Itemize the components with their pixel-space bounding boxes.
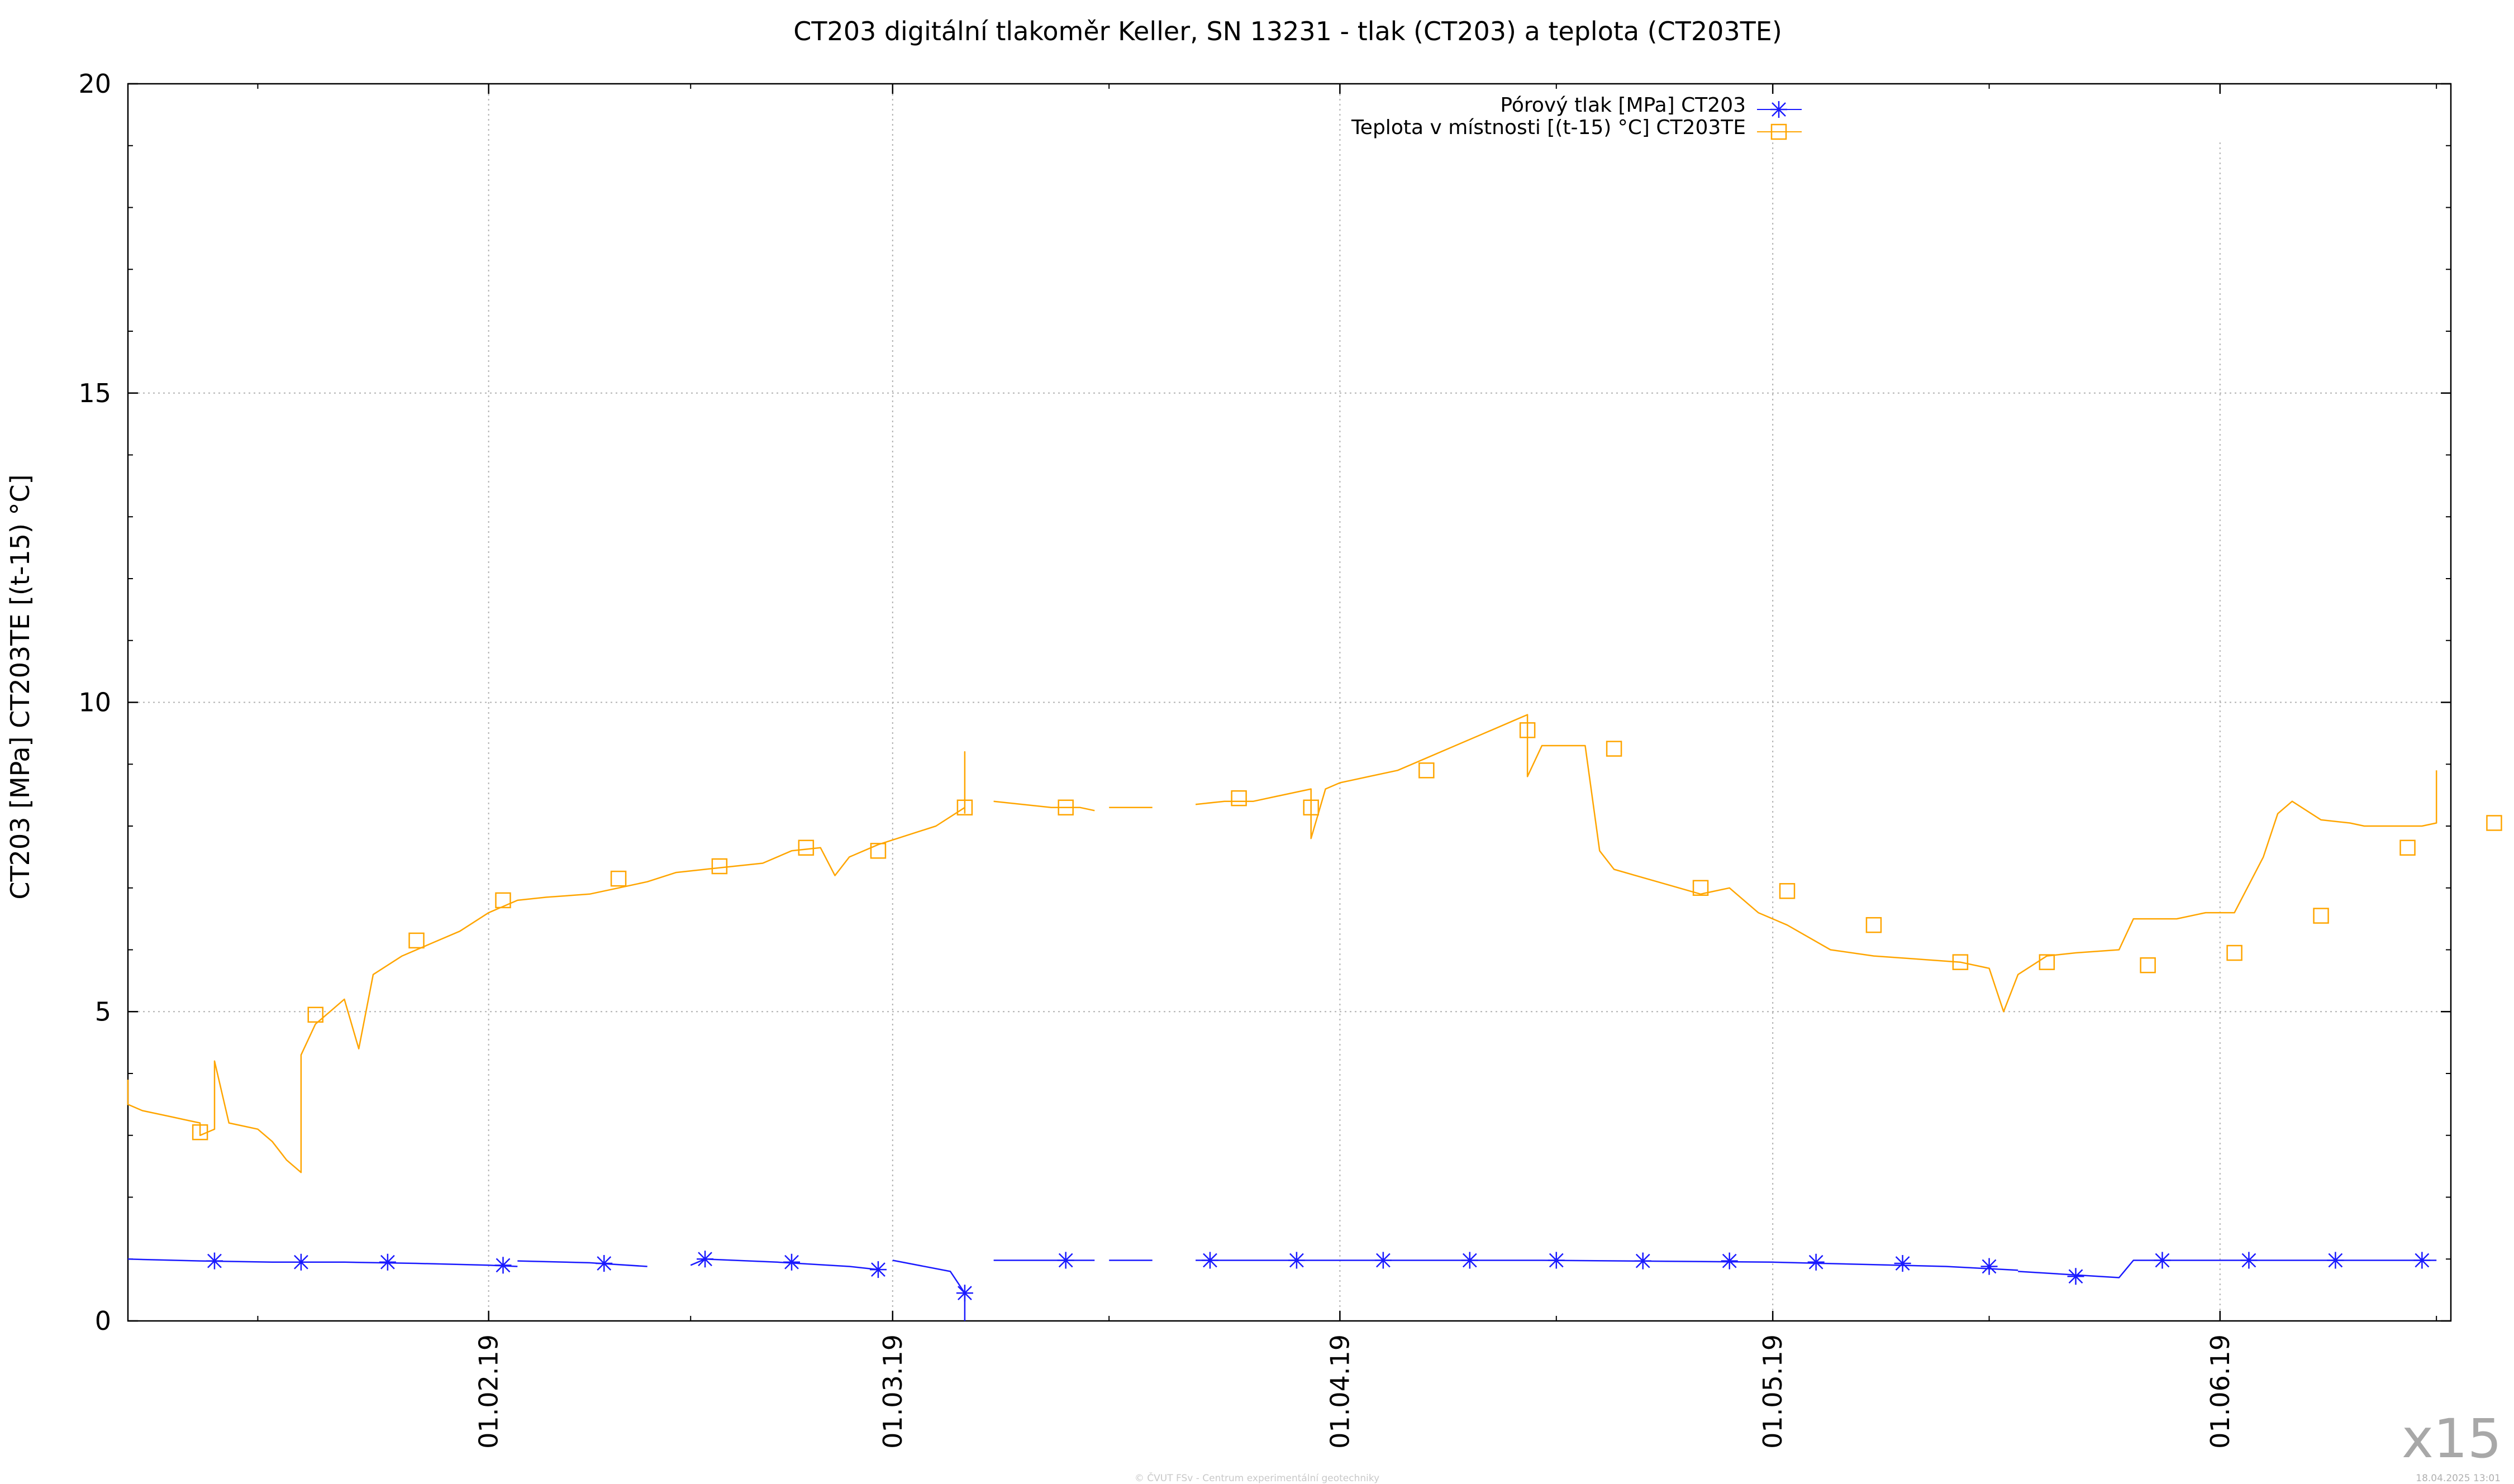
y-tick-label: 15 bbox=[78, 378, 111, 408]
point-pressure bbox=[1980, 1258, 1998, 1275]
point-temperature bbox=[2486, 815, 2502, 831]
point-pressure bbox=[2413, 1252, 2431, 1269]
footer-timestamp: 18.04.2025 13:01 bbox=[2416, 1473, 2501, 1484]
point-temperature bbox=[1606, 741, 1622, 757]
point-pressure bbox=[1721, 1252, 1738, 1270]
zoom-indicator: x15 bbox=[2402, 1407, 2502, 1470]
point-pressure bbox=[494, 1257, 512, 1274]
point-temperature bbox=[1779, 883, 1796, 899]
chart-title: CT203 digitální tlakoměr Keller, SN 1323… bbox=[793, 16, 1782, 46]
point-pressure bbox=[596, 1255, 613, 1272]
series-line-temperature bbox=[1195, 714, 2437, 1013]
legend-marker-temperature bbox=[1770, 123, 1787, 140]
y-axis-label: CT203 [MPa] CT203TE [(t-15) °C] bbox=[5, 474, 35, 899]
y-tick-label: 20 bbox=[78, 69, 111, 99]
x-tick-label: 01.06.19 bbox=[2205, 1334, 2235, 1449]
point-pressure bbox=[1634, 1252, 1651, 1270]
point-temperature bbox=[1303, 799, 1319, 816]
point-temperature bbox=[2313, 908, 2329, 924]
x-tick-label: 01.03.19 bbox=[878, 1334, 908, 1449]
point-pressure bbox=[2240, 1252, 2258, 1269]
legend-marker-pressure bbox=[1770, 101, 1787, 118]
point-temperature bbox=[1692, 880, 1709, 896]
grid-lines bbox=[128, 84, 2451, 1321]
point-pressure bbox=[1057, 1252, 1074, 1269]
point-pressure bbox=[2067, 1268, 2084, 1285]
point-pressure bbox=[2154, 1252, 2171, 1269]
point-temperature bbox=[1865, 917, 1882, 933]
series-line-temperature bbox=[127, 751, 966, 1173]
y-tick-label: 0 bbox=[95, 1306, 111, 1336]
legend-label-pressure: Pórový tlak [MPa] CT203 bbox=[1500, 94, 1746, 117]
point-pressure bbox=[1548, 1252, 1565, 1269]
point-pressure bbox=[292, 1253, 310, 1271]
series-layer bbox=[127, 714, 2502, 1321]
x-tick-label: 01.02.19 bbox=[474, 1334, 504, 1449]
point-temperature bbox=[1231, 790, 1247, 807]
point-pressure bbox=[869, 1261, 887, 1278]
point-temperature bbox=[610, 870, 627, 887]
series-line-pressure bbox=[1196, 1259, 2018, 1271]
point-pressure bbox=[1894, 1255, 1911, 1272]
y-tick-label: 5 bbox=[95, 996, 111, 1027]
legend: Pórový tlak [MPa] CT203 Teplota v místno… bbox=[1351, 94, 1802, 140]
point-temperature bbox=[711, 858, 728, 875]
series-line-temperature bbox=[993, 800, 1095, 812]
point-pressure bbox=[956, 1285, 973, 1302]
legend-label-temperature: Teplota v místnosti [(t-15) °C] CT203TE bbox=[1351, 116, 1746, 139]
point-pressure bbox=[1807, 1253, 1825, 1271]
y-tick-label: 10 bbox=[78, 688, 111, 718]
x-tick-label: 01.05.19 bbox=[1758, 1334, 1788, 1449]
point-pressure bbox=[783, 1253, 800, 1271]
x-tick-label: 01.04.19 bbox=[1325, 1334, 1355, 1449]
point-temperature bbox=[408, 932, 425, 949]
point-pressure bbox=[2327, 1252, 2344, 1269]
point-temperature bbox=[2226, 944, 2242, 961]
point-temperature bbox=[2399, 839, 2416, 856]
footer-credit: © ČVUT FSv - Centrum experimentální geot… bbox=[1134, 1473, 1380, 1484]
series-line-pressure bbox=[517, 1260, 647, 1267]
point-temperature bbox=[956, 799, 973, 816]
point-pressure bbox=[1201, 1252, 1218, 1269]
point-temperature bbox=[1058, 799, 1074, 816]
point-temperature bbox=[307, 1006, 323, 1023]
point-temperature bbox=[1952, 954, 1969, 970]
point-temperature bbox=[192, 1124, 208, 1141]
series-line-pressure bbox=[892, 1259, 966, 1321]
point-temperature bbox=[2039, 954, 2055, 970]
point-pressure bbox=[1288, 1252, 1305, 1269]
series-line-pressure bbox=[690, 1258, 879, 1271]
point-temperature bbox=[1519, 722, 1536, 738]
point-temperature bbox=[798, 839, 815, 856]
point-pressure bbox=[1461, 1252, 1478, 1269]
series-line-pressure bbox=[2018, 1259, 2437, 1278]
point-temperature bbox=[870, 843, 887, 859]
point-pressure bbox=[206, 1252, 223, 1270]
point-temperature bbox=[495, 892, 511, 909]
point-pressure bbox=[379, 1253, 396, 1271]
point-temperature bbox=[1418, 762, 1435, 779]
series-line-pressure bbox=[127, 1258, 518, 1267]
axis-ticks: 0 5 10 15 20 01.02.19 01.03.19 01.04.19 01.05.19… bbox=[78, 69, 2451, 1449]
point-temperature bbox=[2140, 957, 2156, 974]
point-pressure bbox=[1374, 1252, 1392, 1269]
point-pressure bbox=[697, 1251, 714, 1268]
